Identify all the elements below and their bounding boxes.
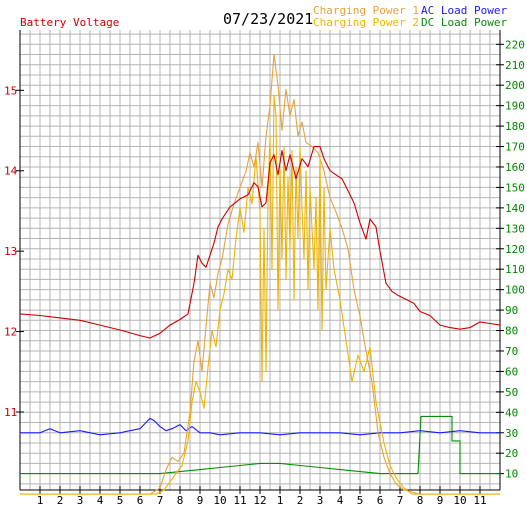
series-charging-power-1-line [20,53,500,495]
right-tick-label: 200 [505,79,525,92]
left-tick-label: 12 [4,326,17,339]
right-tick-label: 130 [505,222,525,235]
right-tick-label: 140 [505,202,525,215]
series-ac-load-power-line [20,417,500,436]
right-tick-label: 120 [505,243,525,256]
x-tick-label: 9 [197,494,204,507]
right-tick-label: 210 [505,59,525,72]
right-tick-label: 10 [505,468,518,481]
x-tick-label: 2 [57,494,64,507]
x-tick-label: 3 [77,494,84,507]
x-tick-label: 8 [177,494,184,507]
right-tick-label: 100 [505,284,525,297]
right-tick-label: 30 [505,427,518,440]
x-tick-label: 8 [417,494,424,507]
chart-date: 07/23/2021 [223,10,314,28]
x-tick-label: 6 [377,494,384,507]
left-tick-label: 13 [4,245,17,258]
legend-dc-load-power: DC Load Power [421,16,508,29]
right-tick-label: 190 [505,100,525,113]
right-tick-label: 50 [505,386,518,399]
left-axis-title: Battery Voltage [20,16,120,29]
right-tick-label: 20 [505,447,518,460]
legend-charging-power-2: Charging Power 2 [313,16,419,29]
right-tick-label: 70 [505,345,518,358]
x-tick-label: 5 [117,494,124,507]
x-tick-label: 12 [253,494,266,507]
x-tick-label: 1 [277,494,284,507]
right-tick-label: 80 [505,325,518,338]
left-tick-label: 11 [4,406,17,419]
right-tick-label: 110 [505,263,525,276]
legend-charging-power-1: Charging Power 1 [313,4,419,17]
x-tick-label: 5 [357,494,364,507]
series-dc-load-power-line [20,415,500,475]
x-tick-label: 10 [213,494,226,507]
right-tick-label: 220 [505,38,525,51]
x-tick-label: 7 [157,494,164,507]
left-tick-label: 14 [4,165,18,178]
series-charging-power-2-line [20,94,500,495]
right-tick-label: 60 [505,365,518,378]
right-tick-label: 160 [505,161,525,174]
x-tick-label: 1 [37,494,44,507]
x-tick-label: 11 [233,494,246,507]
x-tick-label: 10 [453,494,466,507]
right-tick-label: 40 [505,406,518,419]
x-tick-label: 2 [297,494,304,507]
right-tick-label: 150 [505,181,525,194]
series-battery-voltage-line [19,146,501,339]
x-tick-label: 9 [437,494,444,507]
x-tick-label: 4 [97,494,104,507]
right-tick-label: 170 [505,141,525,154]
right-tick-label: 90 [505,304,518,317]
x-tick-label: 7 [397,494,404,507]
x-tick-label: 11 [473,494,486,507]
right-tick-label: 180 [505,120,525,133]
x-tick-label: 6 [137,494,144,507]
x-tick-label: 3 [317,494,324,507]
legend-ac-load-power: AC Load Power [421,4,508,17]
left-tick-label: 15 [4,84,17,97]
x-tick-label: 4 [337,494,344,507]
